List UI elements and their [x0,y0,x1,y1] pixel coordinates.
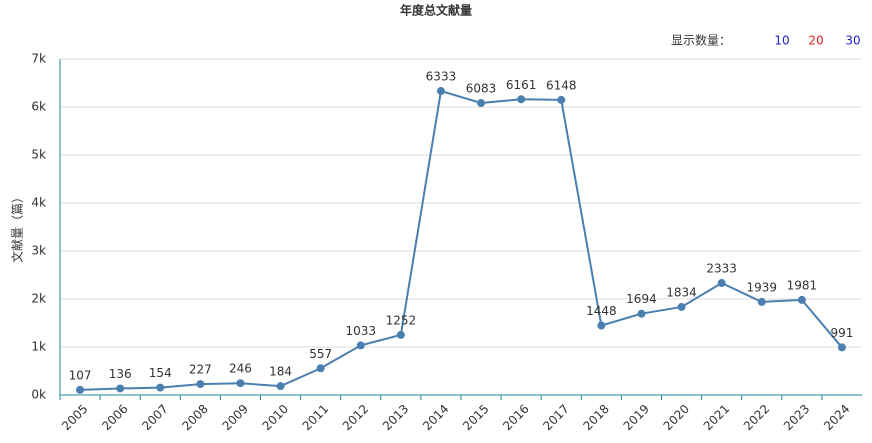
x-tick-label: 2011 [300,402,331,433]
x-tick-label: 2010 [260,402,291,433]
x-tick-label: 2009 [220,402,251,433]
data-label: 246 [229,362,252,376]
y-tick-label: 7k [31,52,46,66]
x-tick-label: 2007 [139,402,170,433]
x-tick-label: 2023 [781,402,812,433]
data-label: 1694 [626,292,657,306]
x-tick-label: 2020 [661,402,692,433]
y-tick-label: 0k [31,388,46,402]
controls-label: 显示数量： [671,33,731,48]
y-tick-label: 5k [31,148,46,162]
data-point [757,297,766,306]
y-tick-label: 6k [31,100,46,114]
x-tick-label: 2012 [340,402,371,433]
x-tick-label: 2021 [701,402,732,433]
data-label: 991 [830,326,853,340]
data-point [436,87,445,96]
data-point [517,95,526,104]
data-label: 136 [109,367,132,381]
x-tick-label: 2005 [59,402,90,433]
chart-title: 年度总文献量 [400,3,472,18]
data-point [116,384,125,393]
x-tick-label: 2019 [621,402,652,433]
data-label: 6333 [426,70,457,84]
data-point [837,343,846,352]
x-tick-label: 2013 [380,402,411,433]
data-point [396,330,405,339]
x-tick-label: 2017 [540,402,571,433]
data-point [797,295,806,304]
x-tick-label: 2018 [580,402,611,433]
data-label: 557 [309,347,332,361]
data-point [717,279,726,288]
x-tick-label: 2006 [99,402,130,433]
x-tick-label: 2016 [500,402,531,433]
data-point [236,379,245,388]
y-axis-label: 文献量（篇） [10,191,25,263]
data-label: 1252 [386,313,417,327]
show-option[interactable]: 20 [808,34,823,48]
data-point [557,95,566,104]
y-tick-label: 1k [31,340,46,354]
data-label: 184 [269,365,292,379]
x-tick-label: 2008 [179,402,210,433]
data-line [80,89,843,391]
data-point [196,380,205,389]
data-label: 6161 [506,78,537,92]
data-label: 107 [69,368,92,382]
data-label: 1981 [787,278,818,292]
data-label: 154 [149,366,172,380]
data-label: 1448 [586,304,617,318]
data-label: 2333 [706,262,737,276]
x-tick-label: 2024 [821,402,852,433]
data-point [316,364,325,373]
data-label: 227 [189,363,212,377]
y-tick-label: 2k [31,292,46,306]
data-label: 6148 [546,78,577,92]
data-label: 1834 [666,285,697,299]
data-point [276,382,285,391]
data-point [677,302,686,311]
x-tick-label: 2015 [460,402,491,433]
data-point [156,383,165,392]
x-tick-label: 2022 [741,402,772,433]
data-point [637,309,646,318]
data-point [76,385,85,394]
y-tick-label: 4k [31,196,46,210]
data-label: 1033 [345,324,376,338]
data-label: 1939 [746,280,777,294]
data-point [597,321,606,330]
y-tick-label: 3k [31,244,46,258]
show-option[interactable]: 30 [845,34,860,48]
data-point [477,99,486,108]
x-tick-label: 2014 [420,402,451,433]
data-label: 6083 [466,82,497,96]
show-option[interactable]: 10 [774,34,789,48]
data-point [356,341,365,350]
